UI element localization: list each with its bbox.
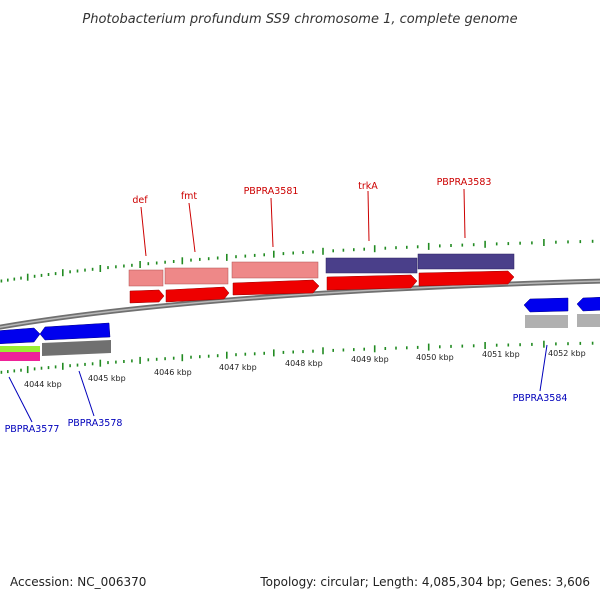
cds-arrow-pbpra3577[interactable]: [0, 327, 41, 344]
gene-box-pbpra3581[interactable]: [231, 261, 319, 279]
leader-line-pbpra3578: [78, 370, 95, 417]
feature-box-grey-pbpra3584[interactable]: [525, 315, 568, 328]
feature-box-grey-next[interactable]: [577, 314, 600, 327]
inner-tick-track: [0, 340, 594, 374]
gene-box-trka[interactable]: [325, 257, 418, 274]
cds-arrow-pbpra3583[interactable]: [418, 270, 515, 287]
position-label: 4052 kbp: [548, 349, 586, 358]
reverse-feature-track: [0, 314, 600, 361]
position-label: 4047 kbp: [219, 363, 257, 372]
gene-box-pbpra3583[interactable]: [417, 253, 515, 270]
leader-line-pbpra3581: [270, 197, 274, 248]
position-label: 4046 kbp: [154, 368, 192, 377]
cds-arrow-trka[interactable]: [326, 274, 418, 291]
gene-label-pbpra3583[interactable]: PBPRA3583: [437, 177, 492, 188]
leader-line-trka: [367, 190, 370, 242]
map-title: Photobacterium profundum SS9 chromosome …: [82, 12, 517, 27]
position-label: 4045 kbp: [88, 374, 126, 383]
gene-label-def[interactable]: def: [132, 195, 148, 206]
gene-box-fmt[interactable]: [164, 267, 229, 285]
feature-box-magenta[interactable]: [0, 352, 40, 361]
position-label: 4048 kbp: [285, 359, 323, 368]
cds-arrow-next[interactable]: [576, 296, 600, 312]
reverse-cds-track: [0, 296, 600, 344]
accession-text: Accession: NC_006370: [10, 575, 146, 589]
gene-label-pbpra3581[interactable]: PBPRA3581: [244, 186, 299, 197]
position-label: 4050 kbp: [416, 353, 454, 362]
position-label: 4051 kbp: [482, 350, 520, 359]
gene-label-fmt[interactable]: fmt: [181, 191, 198, 202]
gene-box-def[interactable]: [128, 269, 164, 287]
leader-line-pbpra3577: [8, 376, 33, 423]
gene-label-pbpra3577[interactable]: PBPRA3577: [5, 424, 60, 435]
gene-label-trka[interactable]: trkA: [358, 181, 378, 192]
gene-label-pbpra3584[interactable]: PBPRA3584: [513, 393, 568, 404]
leader-line-pbpra3583: [463, 188, 466, 239]
outer-tick-track: [0, 239, 594, 283]
forward-cds-track: [129, 270, 515, 304]
cds-arrow-pbpra3578[interactable]: [39, 322, 111, 341]
leader-line-pbpra3584: [539, 344, 548, 392]
forward-feature-track: [128, 253, 515, 287]
forward-gene-labels: def fmt PBPRA3581 trkA PBPRA3583: [132, 177, 492, 257]
gene-label-pbpra3578[interactable]: PBPRA3578: [68, 418, 123, 429]
cds-arrow-fmt[interactable]: [165, 286, 230, 303]
position-labels: 4044 kbp 4045 kbp 4046 kbp 4047 kbp 4048…: [24, 349, 586, 389]
position-label: 4044 kbp: [24, 380, 62, 389]
position-label: 4049 kbp: [351, 355, 389, 364]
feature-box-dark-grey[interactable]: [42, 340, 111, 356]
cds-arrow-pbpra3581[interactable]: [232, 279, 320, 296]
feature-box-lime[interactable]: [0, 346, 40, 352]
chromosome-backbone-highlight: [0, 280, 600, 328]
reverse-gene-labels: PBPRA3577 PBPRA3578 PBPRA3584: [5, 344, 568, 435]
leader-line-fmt: [188, 202, 196, 253]
summary-text: Topology: circular; Length: 4,085,304 bp…: [259, 575, 590, 589]
cds-arrow-pbpra3584[interactable]: [523, 297, 569, 313]
leader-line-def: [140, 206, 147, 257]
cds-arrow-def[interactable]: [129, 289, 165, 304]
